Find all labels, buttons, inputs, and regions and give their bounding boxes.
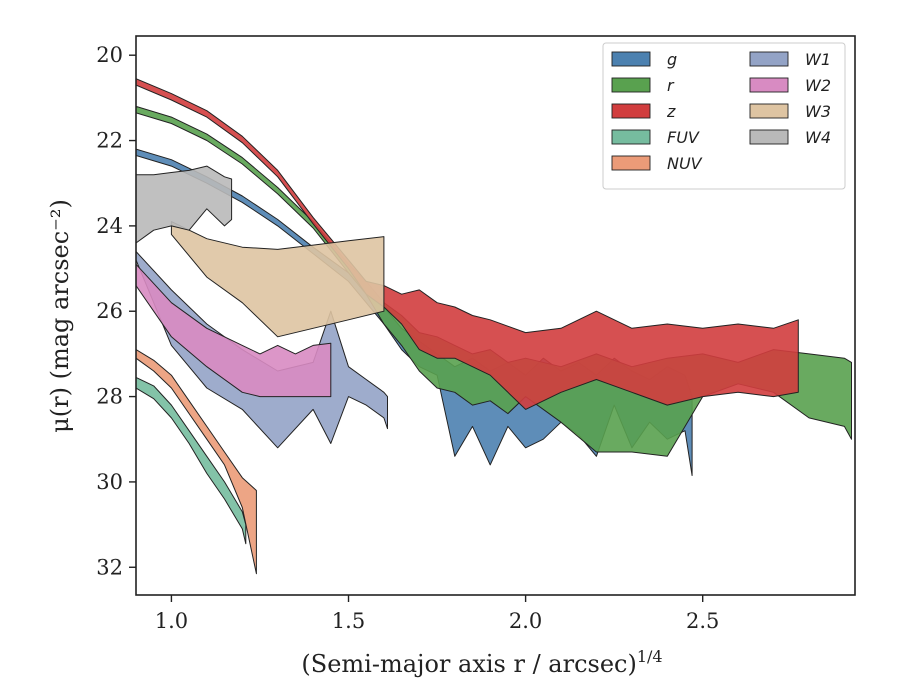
legend-swatch-r	[611, 77, 651, 93]
y-tick-label: 28	[96, 385, 123, 409]
legend-label-g: g	[667, 50, 677, 69]
y-tick-label: 20	[96, 43, 123, 67]
legend-swatch-w2	[749, 77, 789, 93]
y-tick-label: 26	[96, 299, 123, 323]
x-tick-label: 1.0	[155, 609, 188, 633]
legend-swatch-w3	[749, 103, 789, 119]
band-nuv	[136, 349, 257, 575]
x-axis-label-main: (Semi-major axis r / arcsec)	[301, 650, 636, 678]
legend-label-w4: W4	[805, 128, 831, 147]
legend-swatch-w1	[749, 51, 789, 67]
legend-label-w1: W1	[805, 50, 831, 69]
x-tick-label: 2.0	[509, 609, 542, 633]
band-w2	[136, 263, 332, 398]
plot-frame	[135, 35, 856, 596]
y-axis-label: μ(r) (mag arcsec⁻²)	[46, 199, 74, 433]
legend-label-w3: W3	[805, 102, 831, 121]
legend-label-r: r	[667, 76, 675, 95]
x-tick-label: 2.5	[686, 609, 719, 633]
y-tick-label: 22	[96, 129, 123, 153]
legend-label-nuv: NUV	[667, 154, 703, 173]
legend: grz FUV NUV W1 W2 W3 W4	[602, 42, 846, 190]
x-axis-label: (Semi-major axis r / arcsec)1/4	[301, 647, 662, 678]
legend-label-fuv: FUV	[667, 128, 700, 147]
legend-swatch-nuv	[611, 155, 651, 171]
x-tick-label: 1.5	[332, 609, 365, 633]
band-fuv	[136, 376, 247, 545]
legend-swatch-w4	[749, 129, 789, 145]
band-group	[136, 78, 852, 575]
legend-label-w2: W2	[805, 76, 831, 95]
legend-label-z: z	[666, 102, 676, 121]
band-w3	[170, 221, 385, 338]
band-w4	[136, 165, 233, 244]
x-axis-label-exponent: 1/4	[637, 647, 663, 666]
y-tick-label: 32	[96, 555, 123, 579]
legend-swatch-z	[611, 103, 651, 119]
tick-group: 1.0 1.5 2.0 2.5 20 22 24 26 28 30 32	[96, 43, 719, 633]
legend-swatch-g	[611, 51, 651, 67]
y-tick-label: 24	[96, 214, 123, 238]
y-tick-label: 30	[96, 470, 123, 494]
legend-swatch-fuv	[611, 129, 651, 145]
